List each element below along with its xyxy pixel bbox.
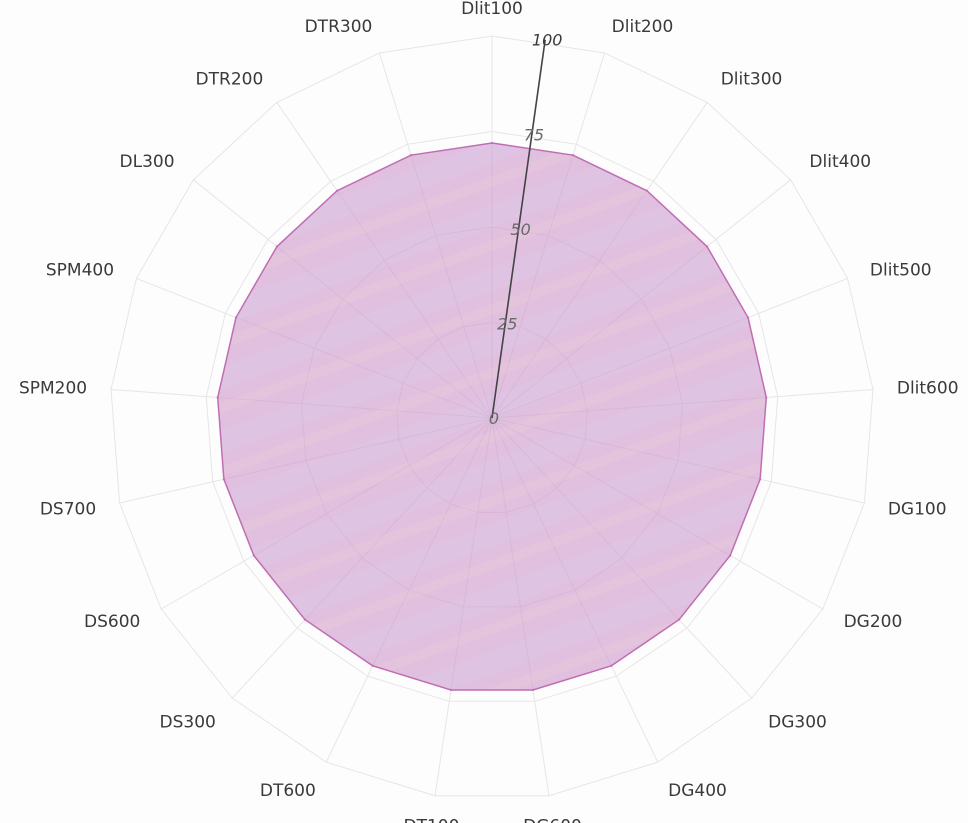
category-label-dl300: DL300 bbox=[120, 152, 175, 172]
radial-tick-label: 75 bbox=[524, 125, 544, 144]
data-point-dt100 bbox=[449, 688, 453, 692]
data-point-dl300 bbox=[275, 245, 279, 248]
category-label-dlit200: Dlit200 bbox=[612, 17, 674, 37]
category-label-dlit400: Dlit400 bbox=[809, 152, 871, 172]
grid-ring bbox=[110, 35, 874, 797]
data-point-dtr300 bbox=[409, 153, 413, 157]
category-label-ds700: DS700 bbox=[40, 499, 96, 519]
data-point-dlit300 bbox=[645, 189, 649, 192]
data-point-dg300 bbox=[677, 618, 681, 621]
category-label-dt600: DT600 bbox=[260, 781, 316, 801]
data-point-dg600 bbox=[531, 688, 535, 692]
category-label-dg600: DG600 bbox=[523, 816, 582, 823]
data-point-dlit100 bbox=[490, 141, 494, 145]
data-point-ds600 bbox=[252, 554, 256, 557]
data-point-spm400 bbox=[234, 316, 238, 319]
data-point-dlit500 bbox=[746, 316, 750, 319]
category-label-dg400: DG400 bbox=[668, 781, 727, 801]
category-label-dg100: DG100 bbox=[888, 499, 947, 519]
data-point-dlit200 bbox=[571, 153, 575, 157]
data-point-dg200 bbox=[728, 554, 732, 557]
category-label-spm200: SPM200 bbox=[19, 379, 87, 399]
data-point-dlit600 bbox=[765, 396, 768, 399]
radial-axis-line bbox=[491, 39, 546, 419]
category-label-dg200: DG200 bbox=[844, 612, 903, 632]
category-label-dtr200: DTR200 bbox=[196, 70, 264, 90]
grid-ring bbox=[205, 130, 779, 702]
radial-tick-label: 50 bbox=[510, 220, 530, 239]
radial-axis-group: 0 25 50 75 100 bbox=[489, 31, 563, 428]
category-label-dg300: DG300 bbox=[768, 713, 827, 733]
category-label-dtr300: DTR300 bbox=[305, 17, 373, 37]
category-label-dlit500: Dlit500 bbox=[870, 261, 932, 281]
data-point-dlit400 bbox=[705, 245, 709, 248]
category-label-dlit600: Dlit600 bbox=[897, 379, 959, 399]
data-point-dg400 bbox=[610, 664, 613, 668]
data-point-dtr200 bbox=[335, 189, 339, 192]
category-label-dt100: DT100 bbox=[404, 816, 460, 823]
category-label-ds300: DS300 bbox=[160, 713, 216, 733]
category-label-spm400: SPM400 bbox=[46, 261, 114, 281]
data-point-dg100 bbox=[758, 478, 762, 481]
category-label-dlit300: Dlit300 bbox=[721, 70, 783, 90]
radial-tick-label: 0 bbox=[489, 409, 499, 428]
category-label-dlit100: Dlit100 bbox=[461, 0, 523, 19]
radial-tick-label: 25 bbox=[497, 314, 517, 333]
data-point-dt600 bbox=[371, 664, 374, 668]
data-point-ds300 bbox=[303, 618, 307, 621]
data-point-spm200 bbox=[216, 396, 219, 399]
data-point-ds700 bbox=[222, 478, 226, 481]
category-labels: Dlit100 Dlit200 Dlit300 Dlit400 Dlit500 Dlit6… bbox=[19, 0, 959, 823]
radial-tick-label: 100 bbox=[532, 31, 563, 50]
category-label-ds600: DS600 bbox=[84, 612, 140, 632]
